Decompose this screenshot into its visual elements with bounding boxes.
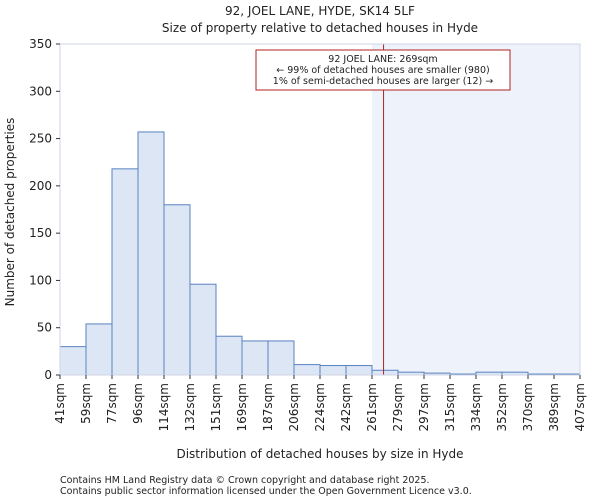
x-tick-label-352sqm: 352sqm — [495, 383, 509, 431]
y-axis-ticks: 0 50 100 150 200 250 300 350 — [29, 37, 60, 382]
x-tick-label-151sqm: 151sqm — [209, 383, 223, 431]
footer-line-2: Contains public sector information licen… — [60, 486, 472, 497]
annotation-frame — [255, 49, 511, 91]
y-tick-label-350: 350 — [29, 37, 52, 51]
x-tick-label-242sqm: 242sqm — [339, 383, 353, 431]
plot-area: 0 50 100 150 200 250 300 350 41sqm 59sqm 77sqm 96s… — [29, 37, 587, 431]
x-tick-label-132sqm: 132sqm — [183, 383, 197, 431]
chart-subtitle: Size of property relative to detached ho… — [162, 21, 478, 35]
x-tick-label-334sqm: 334sqm — [469, 383, 483, 431]
x-tick-label-77sqm: 77sqm — [105, 383, 119, 424]
x-tick-label-187sqm: 187sqm — [261, 383, 275, 431]
x-tick-label-389sqm: 389sqm — [547, 383, 561, 431]
x-tick-label-224sqm: 224sqm — [313, 383, 327, 431]
x-tick-label-206sqm: 206sqm — [287, 383, 301, 431]
bar-206sqm — [293, 364, 321, 376]
bar-187sqm — [267, 340, 295, 376]
footer-line-1: Contains HM Land Registry data © Crown c… — [60, 475, 430, 486]
x-tick-label-114sqm: 114sqm — [157, 383, 171, 431]
annotation-box: 92 JOEL LANE: 269sqm ← 99% of detached h… — [255, 49, 511, 91]
chart-title: 92, JOEL LANE, HYDE, SK14 5LF — [225, 4, 415, 18]
bar-59sqm — [85, 323, 113, 376]
x-tick-label-96sqm: 96sqm — [131, 383, 145, 424]
bar-224sqm — [319, 365, 347, 376]
annotation-line-2: ← 99% of detached houses are smaller (98… — [276, 65, 489, 76]
bar-114sqm — [163, 204, 191, 376]
bar-151sqm — [215, 335, 243, 376]
x-tick-label-59sqm: 59sqm — [79, 383, 93, 424]
x-tick-label-261sqm: 261sqm — [365, 383, 379, 431]
bar-96sqm — [137, 131, 165, 376]
bar-132sqm — [189, 283, 217, 376]
y-tick-label-150: 150 — [29, 226, 52, 240]
highlight-region — [372, 44, 580, 375]
y-tick-label-250: 250 — [29, 132, 52, 146]
x-tick-label-41sqm: 41sqm — [53, 383, 67, 424]
y-tick-label-300: 300 — [29, 84, 52, 98]
x-axis-ticks: 41sqm 59sqm 77sqm 96sqm 114sqm 132sqm 151sqm 16… — [53, 375, 587, 431]
x-axis-label: Distribution of detached houses by size … — [176, 447, 463, 461]
bar-77sqm — [111, 168, 139, 376]
y-tick-label-0: 0 — [44, 368, 52, 382]
annotation-line-3: 1% of semi-detached houses are larger (1… — [273, 76, 493, 87]
x-tick-label-297sqm: 297sqm — [417, 383, 431, 431]
x-tick-label-407sqm: 407sqm — [573, 383, 587, 431]
y-axis-label: Number of detached properties — [3, 118, 17, 307]
bar-261sqm — [371, 369, 399, 376]
y-tick-label-200: 200 — [29, 179, 52, 193]
annotation-line-1: 92 JOEL LANE: 269sqm — [328, 54, 437, 65]
x-tick-label-315sqm: 315sqm — [443, 383, 457, 431]
bar-169sqm — [241, 340, 269, 376]
x-tick-label-279sqm: 279sqm — [391, 383, 405, 431]
x-tick-label-169sqm: 169sqm — [235, 383, 249, 431]
x-tick-label-370sqm: 370sqm — [521, 383, 535, 431]
bar-242sqm — [345, 365, 373, 376]
y-tick-label-100: 100 — [29, 273, 52, 287]
bar-41sqm — [59, 346, 87, 376]
bars — [59, 131, 581, 376]
y-tick-label-50: 50 — [37, 321, 52, 335]
